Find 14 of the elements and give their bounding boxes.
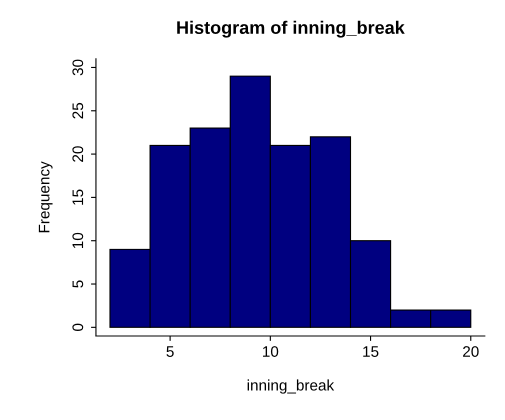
y-tick-label: 0 (72, 324, 84, 331)
chart-title: Histogram of inning_break (177, 20, 405, 38)
y-axis-title: Frequency (38, 161, 53, 232)
x-tick-label: 15 (363, 346, 378, 357)
y-tick-label: 20 (72, 146, 84, 162)
y-tick-label: 15 (72, 190, 84, 205)
x-tick-label: 20 (463, 346, 479, 357)
y-tick-label: 5 (72, 280, 84, 288)
y-tick-label: 10 (72, 232, 84, 248)
x-tick-label: 10 (263, 346, 278, 357)
y-tick-label: 25 (72, 102, 84, 118)
x-tick-label: 5 (166, 346, 174, 357)
y-tick-label: 30 (72, 60, 84, 76)
x-axis-title: inning_break (248, 379, 334, 394)
